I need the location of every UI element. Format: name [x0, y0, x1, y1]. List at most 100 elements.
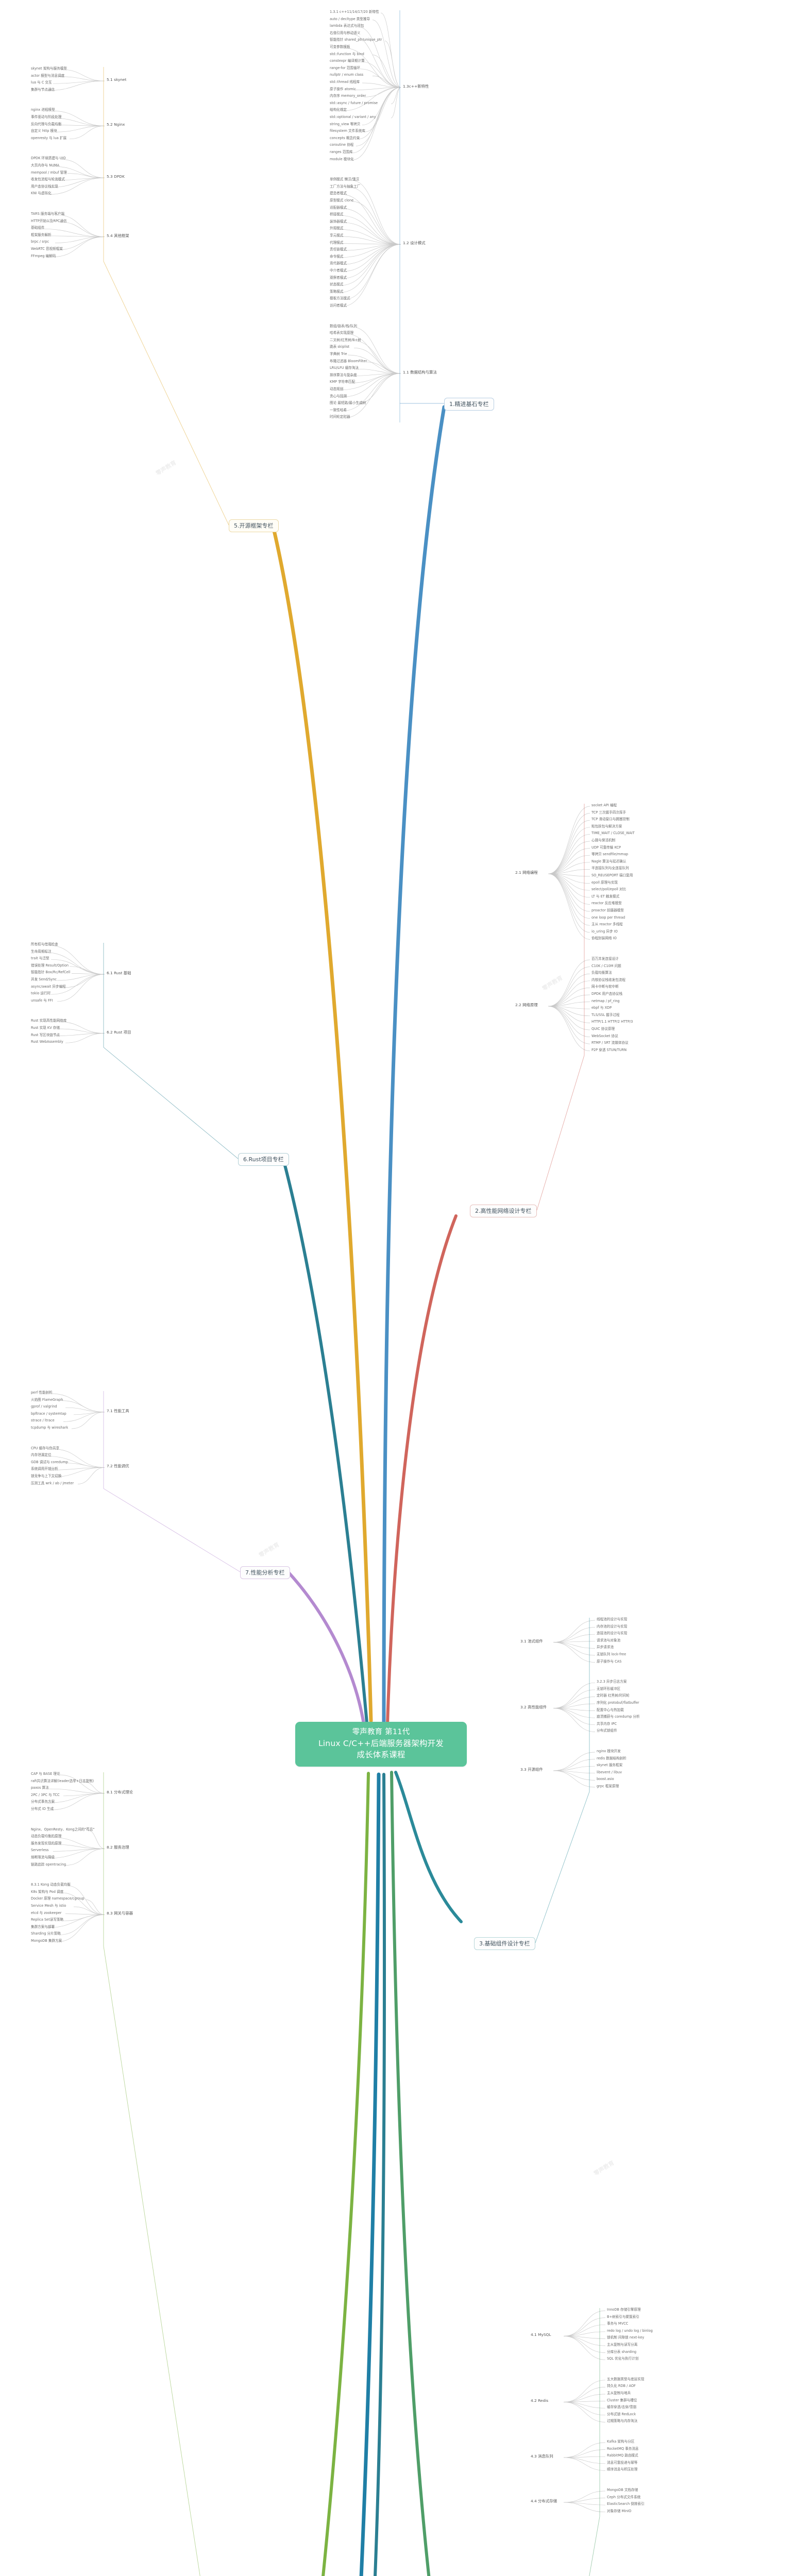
leaf-node[interactable]: 过期策略与内存淘汰 [607, 2419, 638, 2424]
leaf-node[interactable]: 持久化 RDB / AOF [607, 2384, 636, 2388]
leaf-node[interactable]: FFmpeg 编解码 [31, 253, 56, 258]
leaf-node[interactable]: 系统调用开销分析 [31, 1467, 58, 1471]
group-node[interactable]: 2.1 网络编程 [515, 870, 538, 875]
leaf-node[interactable]: std::thread 线程库 [330, 80, 360, 84]
leaf-node[interactable]: filesystem 文件系统库 [330, 129, 365, 133]
leaf-node[interactable]: 观察者模式 [330, 275, 347, 280]
leaf-node[interactable]: 2PC / 3PC 与 TCC [31, 1792, 60, 1797]
group-node[interactable]: 5.4 其他框架 [107, 233, 129, 238]
leaf-node[interactable]: 缓存穿透/击穿/雪崩 [607, 2405, 637, 2410]
leaf-node[interactable]: ElasticSearch 倒排索引 [607, 2502, 645, 2506]
leaf-node[interactable]: SO_REUSEPORT 端口复用 [591, 873, 633, 877]
leaf-node[interactable]: HTTP开始以及RPC通信 [31, 218, 67, 223]
leaf-node[interactable]: 零拷贝 sendfile/mmap [591, 852, 629, 857]
leaf-node[interactable]: reactor 反应堆模型 [591, 901, 622, 906]
leaf-node[interactable]: redo log / undo log / binlog [607, 2328, 653, 2333]
group-node[interactable]: 7.1 性能工具 [107, 1408, 129, 1413]
leaf-node[interactable]: 收发包流程与轮询模式 [31, 177, 65, 182]
leaf-node[interactable]: epoll 原理与实现 [591, 880, 618, 885]
leaf-node[interactable]: 8.3.1 Kong 动态负载均衡 [31, 1883, 71, 1887]
leaf-node[interactable]: skynet 服务框架 [597, 1763, 623, 1768]
leaf-node[interactable]: DPDK 环境搭建与 UIO [31, 156, 66, 161]
leaf-node[interactable]: raft共识算法详解(leader选举+日志复制) [31, 1778, 94, 1783]
group-node[interactable]: 1.1 数据结构与算法 [403, 369, 437, 375]
leaf-node[interactable]: 智能指针 shared_ptr/unique_ptr [330, 38, 382, 42]
leaf-node[interactable]: WebSocket 协议 [591, 1033, 618, 1038]
leaf-node[interactable]: 火焰图 FlameGraph [31, 1397, 63, 1402]
leaf-node[interactable]: 用户态协议栈实现 [31, 184, 58, 189]
leaf-node[interactable]: nginx 模块开发 [597, 1749, 621, 1753]
leaf-node[interactable]: std::function 与 bind [330, 52, 364, 56]
leaf-node[interactable]: TLS/SSL 握手过程 [591, 1012, 620, 1017]
leaf-node[interactable]: 原子操作 atomic [330, 87, 357, 91]
leaf-node[interactable]: 字典树 Trie [330, 352, 347, 356]
leaf-node[interactable]: coroutine 协程 [330, 143, 354, 147]
leaf-node[interactable]: 排序算法与复杂度 [330, 372, 357, 377]
leaf-node[interactable]: 异步请求池 [597, 1645, 614, 1650]
leaf-node[interactable]: range-for 范围循环 [330, 65, 361, 70]
leaf-node[interactable]: 一致性哈希 [330, 408, 347, 412]
leaf-node[interactable]: nullptr / enum class [330, 73, 364, 77]
leaf-node[interactable]: unsafe 与 FFI [31, 998, 53, 1003]
leaf-node[interactable]: 事务与 MVCC [607, 2321, 629, 2326]
leaf-node[interactable]: 动态规划 [330, 387, 344, 391]
leaf-node[interactable]: 错误处理 Result/Option [31, 963, 69, 968]
leaf-node[interactable]: 崩溃捕获与 coredump 分析 [597, 1715, 640, 1719]
leaf-node[interactable]: gprof / valgrind [31, 1404, 57, 1409]
group-node[interactable]: 5.2 Nginx [107, 122, 125, 127]
leaf-node[interactable]: lua 与 C 交互 [31, 80, 52, 85]
leaf-node[interactable]: RTMP / SRT 流媒体协议 [591, 1041, 629, 1045]
leaf-node[interactable]: 代理模式 [330, 240, 344, 245]
leaf-node[interactable]: 可变参数模板 [330, 45, 350, 49]
leaf-node[interactable]: 享元模式 [330, 233, 344, 238]
leaf-node[interactable]: perf 性能剖析 [31, 1391, 53, 1395]
leaf-node[interactable]: paxos 算法 [31, 1786, 49, 1790]
leaf-node[interactable]: 顺序消息与积压处理 [607, 2467, 638, 2472]
leaf-node[interactable]: 策略模式 [330, 289, 344, 294]
leaf-node[interactable]: MongoDB 文档存储 [607, 2488, 638, 2492]
leaf-node[interactable]: 网卡中断与软中断 [591, 985, 619, 989]
leaf-node[interactable]: GDB 调试与 coredump [31, 1460, 68, 1464]
leaf-node[interactable]: 布隆过滤器 BloomFilter [330, 359, 367, 363]
leaf-node[interactable]: mempool / mbuf 管理 [31, 170, 67, 175]
leaf-node[interactable]: 共享内存 IPC [597, 1721, 617, 1726]
leaf-node[interactable]: 粘包拆包与解决方案 [591, 824, 622, 828]
leaf-node[interactable]: string_view 零拷贝 [330, 122, 361, 126]
leaf-node[interactable]: 结构化绑定 [330, 108, 347, 112]
leaf-node[interactable]: 定时器 红黑树/时间轮 [597, 1693, 630, 1698]
group-node[interactable]: 4.4 分布式存储 [531, 2499, 557, 2504]
leaf-node[interactable]: skynet 架构与服务模型 [31, 66, 67, 71]
group-node[interactable]: 5.3 DPDK [107, 174, 125, 179]
leaf-node[interactable]: auto / decltype 类型推导 [330, 16, 370, 21]
leaf-node[interactable]: Rust WebAssembly [31, 1040, 63, 1044]
group-node[interactable]: 5.1 skynet [107, 77, 127, 82]
leaf-node[interactable]: ranges 范围库 [330, 150, 353, 154]
group-node[interactable]: 1.2 设计模式 [403, 241, 426, 246]
leaf-node[interactable]: Nagle 算法与延迟确认 [591, 859, 627, 863]
leaf-node[interactable]: 3.2.3 异步日志方案 [597, 1680, 627, 1684]
leaf-node[interactable]: 哈希表实现原理 [330, 331, 354, 335]
leaf-node[interactable]: boost.asio [597, 1777, 614, 1782]
leaf-node[interactable]: 链路追踪 opentracing [31, 1862, 66, 1867]
group-node[interactable]: 4.2 Redis [531, 2398, 549, 2403]
leaf-node[interactable]: 分布式锁组件 [597, 1728, 617, 1733]
leaf-node[interactable]: tcpdump 与 wireshark [31, 1426, 69, 1430]
leaf-node[interactable]: 反向代理与负载均衡 [31, 122, 62, 126]
branch-7-chip[interactable]: 7.性能分析专栏 [240, 1566, 290, 1580]
leaf-node[interactable]: KMP 字符串匹配 [330, 380, 356, 384]
leaf-node[interactable]: 贪心与回溯 [330, 394, 347, 398]
leaf-node[interactable]: socket API 编程 [591, 803, 617, 807]
leaf-node[interactable]: 二叉树/红黑树/B+树 [330, 337, 361, 342]
leaf-node[interactable]: Ceph 分布式文件系统 [607, 2495, 641, 2499]
leaf-node[interactable]: 智能指针 Box/Rc/RefCell [31, 970, 71, 975]
leaf-node[interactable]: 对象存储 MinIO [607, 2509, 632, 2513]
leaf-node[interactable]: 熔断限流与降级 [31, 1855, 55, 1859]
leaf-node[interactable]: concepts 概念约束 [330, 135, 360, 140]
leaf-node[interactable]: Docker 原理 namespace/cgroup [31, 1896, 84, 1901]
branch-2-chip[interactable]: 2.高性能网络设计专栏 [470, 1205, 537, 1218]
leaf-node[interactable]: TARS 服务端与客户端 [31, 212, 65, 216]
leaf-node[interactable]: Rust 实现高性能网络库 [31, 1019, 67, 1023]
leaf-node[interactable]: Cluster 集群与槽位 [607, 2398, 637, 2402]
leaf-node[interactable]: Sharding 分片策略 [31, 1931, 61, 1936]
leaf-node[interactable]: 责任链模式 [330, 247, 347, 252]
